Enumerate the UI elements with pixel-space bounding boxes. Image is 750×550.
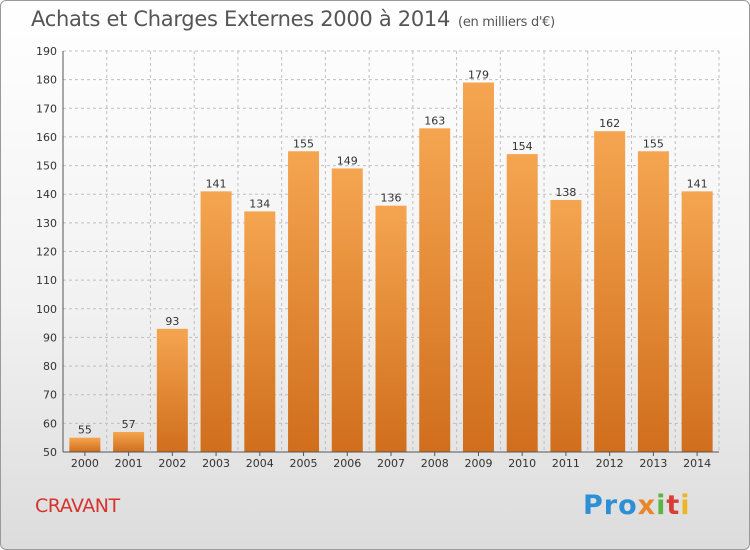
y-tick-label: 70 (43, 389, 57, 402)
data-label: 154 (512, 140, 533, 153)
y-tick-label: 80 (43, 360, 57, 373)
y-tick-label: 140 (36, 188, 57, 201)
data-label: 136 (381, 192, 402, 205)
bar (637, 151, 669, 452)
bar (594, 131, 626, 452)
data-label: 141 (687, 177, 708, 190)
data-label: 162 (599, 117, 620, 130)
x-tick-label: 2006 (333, 457, 361, 470)
y-tick-label: 130 (36, 217, 57, 230)
bar (244, 211, 276, 452)
bar (375, 205, 407, 452)
x-tick-label: 2013 (639, 457, 667, 470)
x-tick-label: 2012 (596, 457, 624, 470)
bar (462, 82, 494, 452)
y-tick-label: 90 (43, 331, 57, 344)
bar-layer (69, 82, 713, 452)
data-label: 149 (337, 154, 358, 167)
bar (200, 191, 232, 452)
x-tick-label: 2002 (158, 457, 186, 470)
commune-name: CRAVANT (35, 495, 120, 517)
y-tick-label: 180 (36, 74, 57, 87)
data-label: 155 (293, 137, 314, 150)
label-layer: 55 57 93 141 134 155 149 136 163 179 154 138 162 155 1… (78, 69, 708, 437)
data-label: 93 (165, 315, 179, 328)
data-label: 55 (78, 424, 92, 437)
y-tick-label: 150 (36, 160, 57, 173)
data-label: 141 (206, 177, 227, 190)
x-tick-label: 2014 (683, 457, 711, 470)
x-tick-label: 2005 (290, 457, 318, 470)
proxiti-logo: Proxiti (583, 490, 691, 521)
y-tick-label: 190 (36, 45, 57, 58)
bar (506, 154, 538, 452)
data-label: 134 (249, 197, 270, 210)
bar (156, 328, 188, 452)
axis-layer: 50 60 70 80 90 100 110 120 130 140 150 160 170 180 190… (36, 45, 719, 470)
x-tick-label: 2001 (115, 457, 143, 470)
data-label: 155 (643, 137, 664, 150)
x-tick-label: 2008 (421, 457, 449, 470)
x-tick-label: 2010 (508, 457, 536, 470)
data-label: 138 (555, 186, 576, 199)
x-tick-label: 2011 (552, 457, 580, 470)
bar (288, 151, 320, 452)
chart-title: Achats et Charges Externes 2000 à 2014 (e… (31, 7, 555, 31)
bar (331, 168, 363, 452)
bar (419, 128, 451, 452)
bar (681, 191, 713, 452)
x-tick-label: 2007 (377, 457, 405, 470)
chart-title-text: Achats et Charges Externes 2000 à 2014 (31, 7, 451, 31)
x-tick-label: 2000 (71, 457, 99, 470)
x-tick-label: 2003 (202, 457, 230, 470)
bar (69, 437, 101, 452)
y-tick-label: 120 (36, 246, 57, 259)
y-tick-label: 160 (36, 131, 57, 144)
bar (113, 431, 145, 452)
y-tick-label: 170 (36, 102, 57, 115)
y-tick-label: 50 (43, 446, 57, 459)
bar (550, 199, 582, 452)
data-label: 163 (424, 114, 445, 127)
chart-subtitle: (en milliers d'€) (458, 15, 555, 30)
y-tick-label: 100 (36, 303, 57, 316)
y-tick-label: 110 (36, 274, 57, 287)
y-tick-label: 60 (43, 417, 57, 430)
data-label: 179 (468, 69, 489, 82)
data-label: 57 (122, 418, 136, 431)
x-tick-label: 2004 (246, 457, 274, 470)
x-tick-label: 2009 (464, 457, 492, 470)
